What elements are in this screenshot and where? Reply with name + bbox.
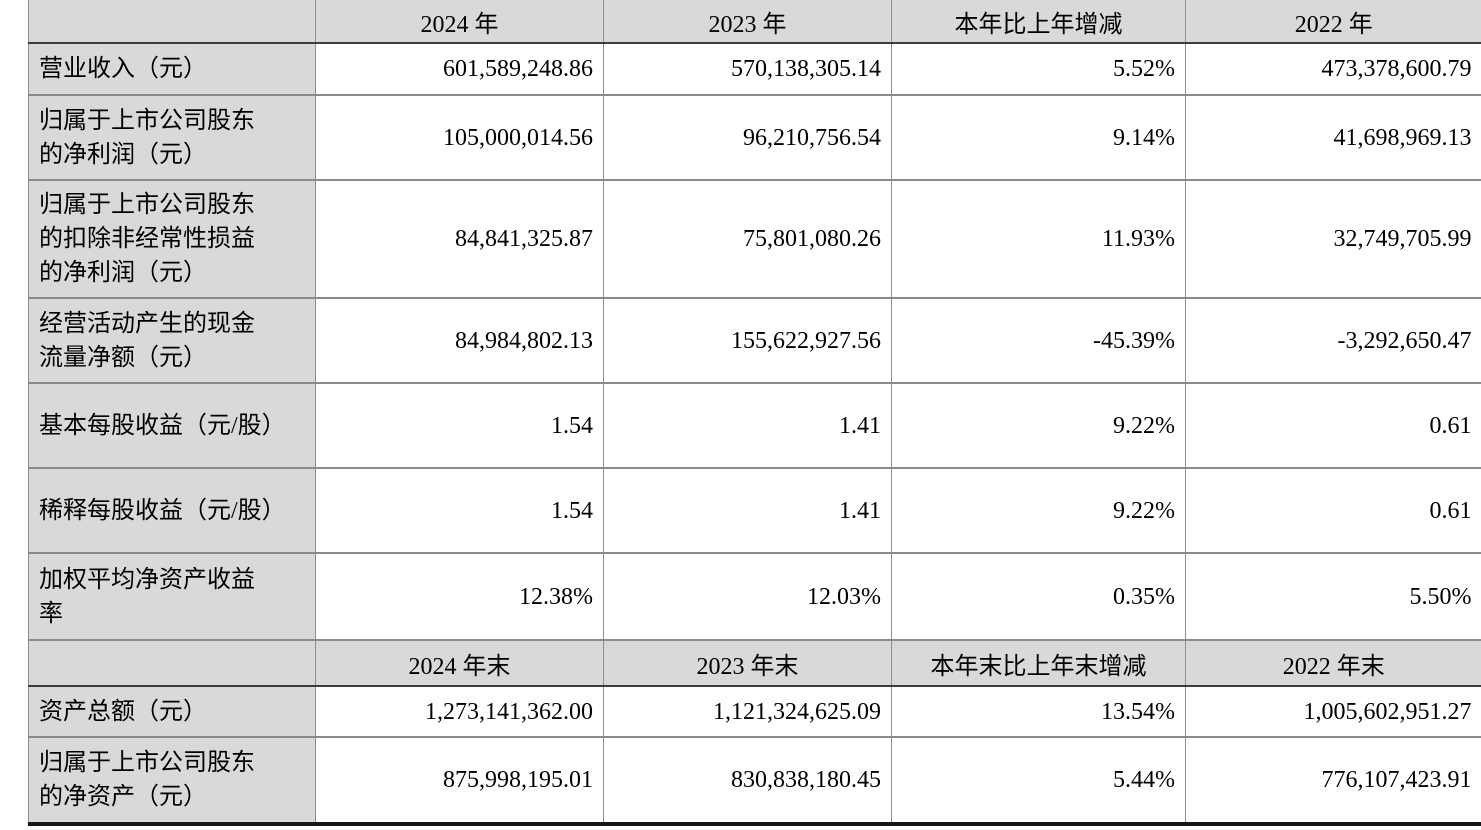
- value-2023: 12.03%: [603, 552, 892, 640]
- row-diluted-eps: 稀释每股收益（元/股） 1.54 1.41 9.22% 0.61: [28, 467, 1481, 553]
- value-yoy-change: -45.39%: [891, 297, 1186, 383]
- column-header-2022: 2022 年: [1185, 0, 1481, 43]
- value-yoy-change: 11.93%: [891, 179, 1186, 298]
- row-net-profit-attributable: 归属于上市公司股东的净利润（元） 105,000,014.56 96,210,7…: [28, 94, 1481, 180]
- value-2022: 32,749,705.99: [1185, 179, 1481, 298]
- value-2024: 1.54: [315, 467, 604, 553]
- yearend-header-row: 2024 年末 2023 年末 本年末比上年末增减 2022 年末: [28, 639, 1481, 686]
- row-basic-eps: 基本每股收益（元/股） 1.54 1.41 9.22% 0.61: [28, 382, 1481, 468]
- column-header-2024-yearend: 2024 年末: [315, 639, 604, 686]
- value-2022-yearend: 776,107,423.91: [1185, 736, 1481, 826]
- row-net-assets-attributable: 归属于上市公司股东的净资产（元） 875,998,195.01 830,838,…: [28, 736, 1481, 826]
- value-yoy-change: 9.22%: [891, 382, 1186, 468]
- row-label: 经营活动产生的现金流量净额（元）: [28, 297, 316, 383]
- row-label: 营业收入（元）: [28, 42, 316, 95]
- value-yearend-change: 13.54%: [891, 685, 1186, 737]
- value-yoy-change: 9.22%: [891, 467, 1186, 553]
- row-label: 资产总额（元）: [28, 685, 316, 737]
- row-weighted-avg-roe: 加权平均净资产收益率 12.38% 12.03% 0.35% 5.50%: [28, 552, 1481, 640]
- value-2023: 1.41: [603, 382, 892, 468]
- financial-summary-table: 2024 年 2023 年 本年比上年增减 2022 年 营业收入（元） 601…: [28, 0, 1481, 826]
- value-yoy-change: 9.14%: [891, 94, 1186, 180]
- column-header-2022-yearend: 2022 年末: [1185, 639, 1481, 686]
- row-label: 归属于上市公司股东的扣除非经常性损益的净利润（元）: [28, 179, 316, 298]
- value-2024: 601,589,248.86: [315, 42, 604, 95]
- value-yoy-change: 5.52%: [891, 42, 1186, 95]
- value-2024: 84,984,802.13: [315, 297, 604, 383]
- value-yoy-change: 0.35%: [891, 552, 1186, 640]
- row-operating-cash-flow: 经营活动产生的现金流量净额（元） 84,984,802.13 155,622,9…: [28, 297, 1481, 383]
- value-2024: 12.38%: [315, 552, 604, 640]
- value-2022: 41,698,969.13: [1185, 94, 1481, 180]
- value-2023: 75,801,080.26: [603, 179, 892, 298]
- value-2022: 473,378,600.79: [1185, 42, 1481, 95]
- value-2023: 96,210,756.54: [603, 94, 892, 180]
- column-header-2023: 2023 年: [603, 0, 892, 43]
- value-2022: 0.61: [1185, 467, 1481, 553]
- row-label: 稀释每股收益（元/股）: [28, 467, 316, 553]
- column-header-yoy-change: 本年比上年增减: [891, 0, 1186, 43]
- value-2024: 105,000,014.56: [315, 94, 604, 180]
- value-2023: 1.41: [603, 467, 892, 553]
- value-2024-yearend: 875,998,195.01: [315, 736, 604, 826]
- row-label: 归属于上市公司股东的净利润（元）: [28, 94, 316, 180]
- row-net-profit-excl-nonrecurring: 归属于上市公司股东的扣除非经常性损益的净利润（元） 84,841,325.87 …: [28, 179, 1481, 298]
- blank-corner-cell: [28, 0, 316, 43]
- value-2024: 84,841,325.87: [315, 179, 604, 298]
- value-2023-yearend: 1,121,324,625.09: [603, 685, 892, 737]
- blank-corner-cell: [28, 639, 316, 686]
- value-yearend-change: 5.44%: [891, 736, 1186, 826]
- row-label: 基本每股收益（元/股）: [28, 382, 316, 468]
- value-2023: 570,138,305.14: [603, 42, 892, 95]
- column-header-2024: 2024 年: [315, 0, 604, 43]
- value-2024: 1.54: [315, 382, 604, 468]
- value-2024-yearend: 1,273,141,362.00: [315, 685, 604, 737]
- value-2023: 155,622,927.56: [603, 297, 892, 383]
- annual-header-row: 2024 年 2023 年 本年比上年增减 2022 年: [28, 0, 1481, 43]
- value-2022: 0.61: [1185, 382, 1481, 468]
- row-total-assets: 资产总额（元） 1,273,141,362.00 1,121,324,625.0…: [28, 685, 1481, 737]
- row-label: 加权平均净资产收益率: [28, 552, 316, 640]
- value-2023-yearend: 830,838,180.45: [603, 736, 892, 826]
- column-header-2023-yearend: 2023 年末: [603, 639, 892, 686]
- column-header-yearend-change: 本年末比上年末增减: [891, 639, 1186, 686]
- row-label: 归属于上市公司股东的净资产（元）: [28, 736, 316, 826]
- value-2022: 5.50%: [1185, 552, 1481, 640]
- value-2022-yearend: 1,005,602,951.27: [1185, 685, 1481, 737]
- row-operating-revenue: 营业收入（元） 601,589,248.86 570,138,305.14 5.…: [28, 42, 1481, 95]
- value-2022: -3,292,650.47: [1185, 297, 1481, 383]
